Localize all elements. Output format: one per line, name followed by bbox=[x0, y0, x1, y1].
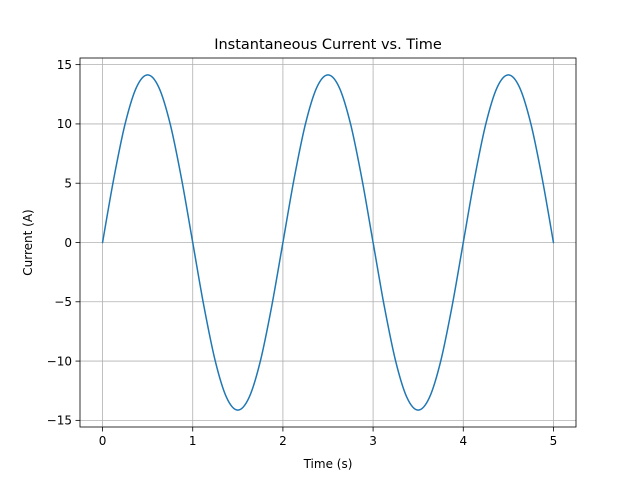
y-tick-label: 5 bbox=[64, 177, 72, 191]
y-tick-label: 0 bbox=[64, 236, 72, 250]
x-tick-label: 3 bbox=[369, 434, 377, 448]
x-tick-label: 4 bbox=[459, 434, 467, 448]
x-tick-label: 1 bbox=[189, 434, 197, 448]
y-tick-label: −5 bbox=[54, 295, 72, 309]
x-tick-label: 2 bbox=[279, 434, 287, 448]
series-line bbox=[101, 74, 555, 411]
x-axis-label: Time (s) bbox=[303, 457, 353, 471]
chart-title: Instantaneous Current vs. Time bbox=[214, 37, 442, 53]
series-layer bbox=[101, 74, 555, 411]
x-tick-label: 5 bbox=[550, 434, 558, 448]
y-tick-label: 10 bbox=[57, 117, 72, 131]
x-axis: 0 1 2 3 4 5 bbox=[99, 427, 558, 448]
y-axis-label: Current (A) bbox=[21, 209, 35, 275]
y-axis: −15 −10 −5 0 5 10 15 bbox=[47, 58, 80, 428]
y-tick-label: −15 bbox=[47, 414, 72, 428]
y-tick-label: −10 bbox=[47, 354, 72, 368]
x-tick-label: 0 bbox=[99, 434, 107, 448]
y-tick-label: 15 bbox=[57, 58, 72, 72]
